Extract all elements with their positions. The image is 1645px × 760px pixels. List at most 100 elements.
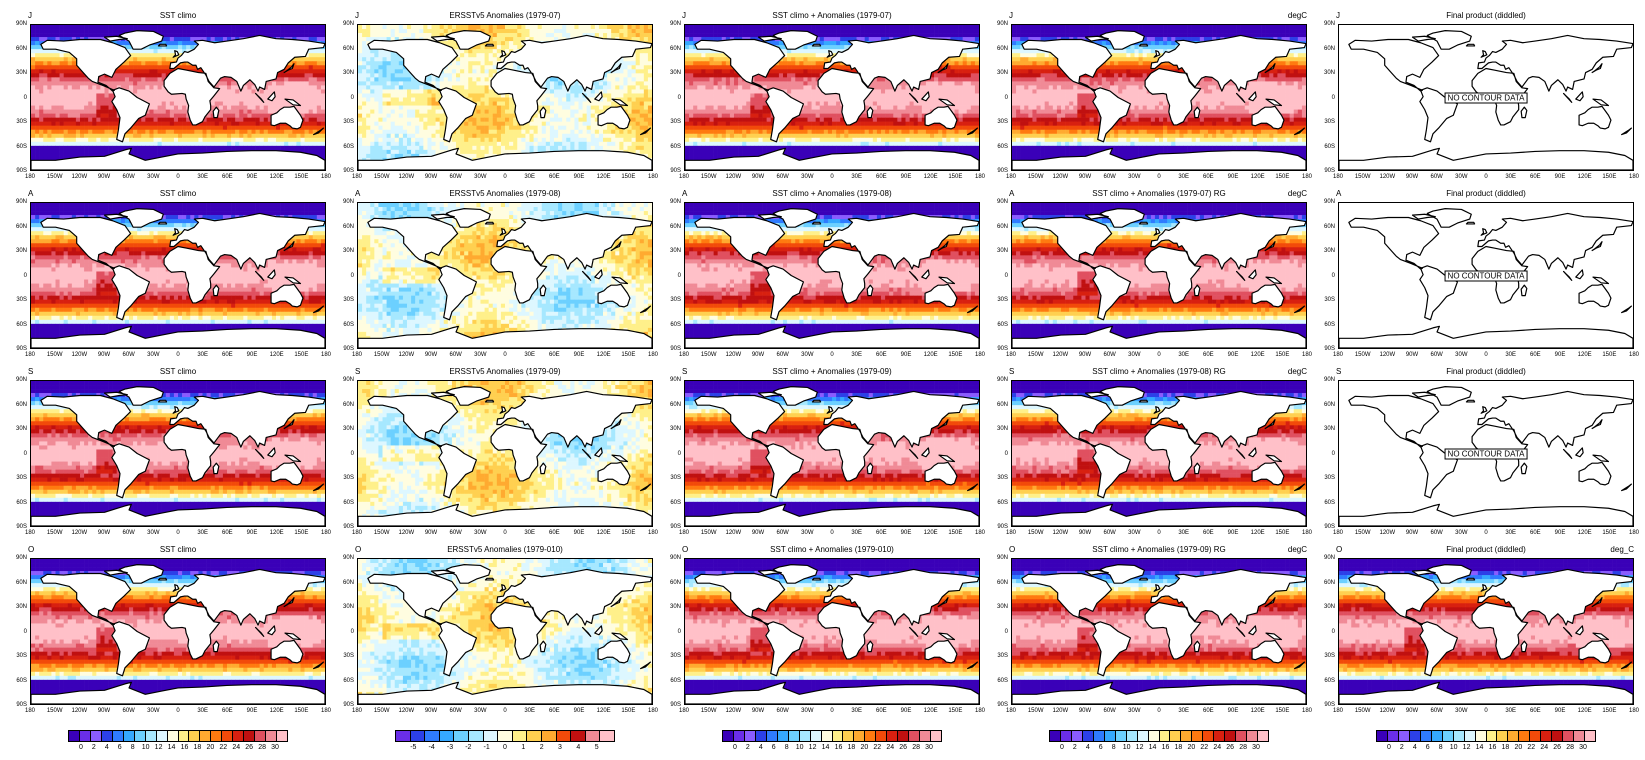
colorbar-tick-label: 24 xyxy=(1534,744,1554,751)
lon-tick-label: 180 xyxy=(1622,530,1645,536)
map-frame xyxy=(357,24,653,171)
colorbar-tick-label: 4 xyxy=(97,744,117,751)
lon-tick-label: 60E xyxy=(215,174,239,180)
lat-tick-label: 30N xyxy=(1313,70,1335,76)
panel-month-label: S xyxy=(1336,367,1341,376)
lon-tick-label: 180 xyxy=(18,174,42,180)
colorbar-swatch xyxy=(1453,731,1465,741)
coastlines xyxy=(1012,564,1306,704)
lon-tick-label: 30W xyxy=(795,530,819,536)
lat-tick-label: 60S xyxy=(332,678,354,684)
lon-tick-label: 30W xyxy=(795,708,819,714)
lat-tick-label: 90N xyxy=(5,199,27,205)
colorbar-tick-label: 20 xyxy=(854,744,874,751)
colorbar-tick-label: 14 xyxy=(162,744,182,751)
lat-tick-label: 60N xyxy=(5,402,27,408)
colorbar-swatch xyxy=(1170,731,1182,741)
coastlines xyxy=(358,564,652,704)
colorbar-swatch xyxy=(101,731,113,741)
lon-tick-label: 120W xyxy=(67,530,91,536)
lon-tick-label: 180 xyxy=(345,352,369,358)
colorbar-tick-label: 26 xyxy=(239,744,259,751)
map-frame xyxy=(357,558,653,705)
lon-tick-label: 150W xyxy=(43,708,67,714)
colorbar-swatch xyxy=(1552,731,1564,741)
lon-tick-label: 0 xyxy=(1147,352,1171,358)
map-frame xyxy=(357,380,653,527)
lat-tick-label: 90S xyxy=(5,168,27,174)
lat-tick-label: 90S xyxy=(1313,346,1335,352)
colorbar-swatch xyxy=(733,731,745,741)
lon-tick-label: 150E xyxy=(289,174,313,180)
lon-tick-label: 90W xyxy=(92,708,116,714)
colorbar-swatch xyxy=(1420,731,1432,741)
lon-tick-label: 120W xyxy=(1375,174,1399,180)
lon-tick-label: 0 xyxy=(1474,352,1498,358)
lon-tick-label: 180 xyxy=(968,530,992,536)
lon-tick-label: 60W xyxy=(117,708,141,714)
lon-tick-label: 150E xyxy=(1270,530,1294,536)
lon-tick-label: 0 xyxy=(1474,708,1498,714)
map-frame xyxy=(1011,380,1307,527)
lon-tick-label: 180 xyxy=(672,708,696,714)
lon-tick-label: 60W xyxy=(1098,708,1122,714)
panel-title: SST climo xyxy=(160,189,196,198)
colorbar-swatch xyxy=(255,731,267,741)
lon-tick-label: 150E xyxy=(289,708,313,714)
lon-tick-label: 150W xyxy=(697,352,721,358)
colorbar-swatch xyxy=(1236,731,1248,741)
lon-tick-label: 120E xyxy=(265,708,289,714)
lon-tick-label: 120E xyxy=(1573,352,1597,358)
lon-tick-label: 60W xyxy=(771,708,795,714)
map-frame xyxy=(1338,558,1634,705)
colorbar-swatch xyxy=(571,731,586,741)
lat-tick-label: 90N xyxy=(5,21,27,27)
lon-tick-label: 180 xyxy=(18,708,42,714)
lon-tick-label: 90W xyxy=(419,708,443,714)
lat-tick-label: 60S xyxy=(1313,144,1335,150)
colorbar-swatch xyxy=(1563,731,1575,741)
lon-tick-label: 60E xyxy=(542,708,566,714)
map-field xyxy=(358,559,652,704)
lon-tick-label: 180 xyxy=(999,352,1023,358)
lon-tick-label: 60W xyxy=(1425,352,1449,358)
colorbar-swatch xyxy=(211,731,223,741)
panel-title: SST climo xyxy=(160,545,196,554)
lon-tick-label: 30W xyxy=(1449,708,1473,714)
map-frame: NO CONTOUR DATA xyxy=(1338,380,1634,527)
lon-tick-label: 180 xyxy=(641,174,665,180)
map-frame xyxy=(357,202,653,349)
colorbar-swatch xyxy=(512,731,528,741)
colorbar-tick-label: 4 xyxy=(568,744,588,751)
colorbar-tick-label: 10 xyxy=(790,744,810,751)
colorbar-swatch xyxy=(1409,731,1421,741)
lon-tick-label: 150W xyxy=(697,708,721,714)
colorbar-tick-label: 0 xyxy=(1379,744,1399,751)
colorbar-3 xyxy=(1049,730,1269,742)
lon-tick-label: 120W xyxy=(394,530,418,536)
lon-tick-label: 150E xyxy=(943,174,967,180)
lon-tick-label: 30W xyxy=(795,352,819,358)
colorbar-tick-label: -1 xyxy=(477,744,497,751)
colorbar-tick-label: 12 xyxy=(149,744,169,751)
lon-tick-label: 120E xyxy=(592,352,616,358)
lon-tick-label: 120W xyxy=(721,708,745,714)
lon-tick-label: 180 xyxy=(345,174,369,180)
lat-tick-label: 30S xyxy=(5,297,27,303)
coastlines xyxy=(358,386,652,526)
lat-tick-label: 60S xyxy=(659,144,681,150)
lon-tick-label: 180 xyxy=(18,530,42,536)
lon-tick-label: 180 xyxy=(672,530,696,536)
colorbar-swatch xyxy=(1574,731,1586,741)
colorbar-tick-label: 4 xyxy=(1405,744,1425,751)
lat-tick-label: 90N xyxy=(332,199,354,205)
lat-tick-label: 60S xyxy=(986,144,1008,150)
lon-tick-label: 30W xyxy=(141,530,165,536)
colorbar-tick-label: 26 xyxy=(893,744,913,751)
lon-tick-label: 120W xyxy=(67,352,91,358)
map-field xyxy=(1339,559,1633,704)
lat-tick-label: 30S xyxy=(5,653,27,659)
coastlines xyxy=(358,208,652,348)
lon-tick-label: 90W xyxy=(1073,530,1097,536)
lat-tick-label: 30N xyxy=(986,426,1008,432)
